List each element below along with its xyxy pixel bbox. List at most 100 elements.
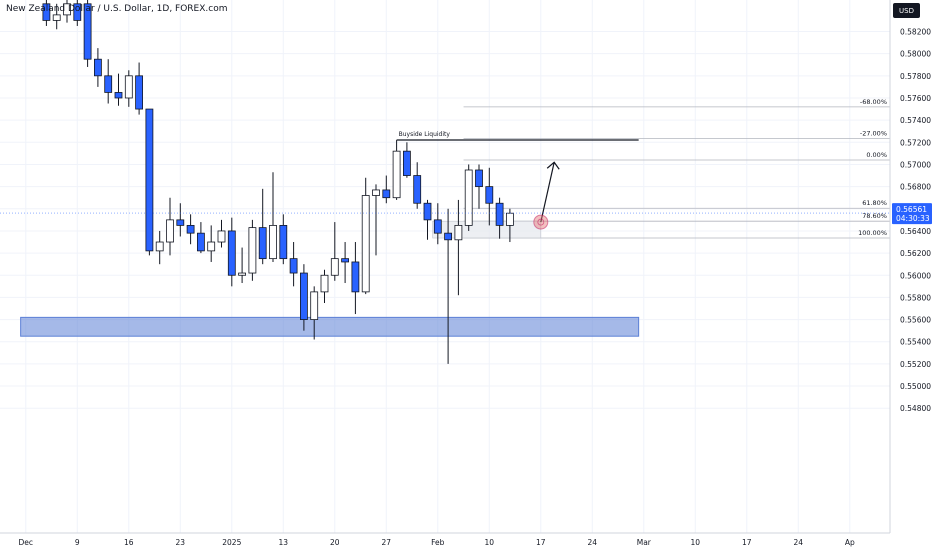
candle-body — [166, 219, 174, 243]
candle-body — [124, 75, 133, 99]
candle — [423, 199, 432, 240]
candle-body — [279, 224, 288, 260]
candle-body — [310, 291, 319, 320]
candle-body — [485, 186, 494, 204]
price-tick-label: 0.55200 — [900, 360, 931, 369]
candle-body — [73, 3, 82, 21]
entry-marker — [533, 214, 549, 230]
candle-body — [475, 169, 483, 188]
candle — [114, 73, 123, 106]
candle — [94, 48, 102, 87]
time-tick-label: Dec — [19, 538, 34, 547]
candle — [269, 172, 277, 262]
candle — [83, 0, 92, 67]
candle-body — [464, 169, 473, 226]
buyside-liquidity-label: Buyside Liquidity — [399, 131, 451, 138]
price-tick-label: 0.55600 — [900, 316, 931, 325]
candle — [372, 184, 380, 256]
price-tick-label: 0.57600 — [900, 94, 931, 103]
time-tick-label: 23 — [176, 538, 186, 547]
candle — [433, 203, 442, 245]
time-tick-label: 24 — [588, 538, 598, 547]
candle — [155, 230, 164, 265]
time-tick-label: 27 — [382, 538, 392, 547]
candle-body — [207, 241, 216, 252]
price-tick-label: 0.57800 — [900, 72, 931, 81]
candle-body — [52, 14, 61, 21]
time-tick-label: 13 — [279, 538, 289, 547]
time-tick-label: Mar — [637, 538, 652, 547]
candle — [413, 162, 422, 209]
candle-body — [217, 230, 226, 243]
time-tick-label: Feb — [431, 538, 445, 547]
current-price-value: 0.56561 — [896, 205, 927, 214]
time-tick-label: 9 — [75, 538, 80, 547]
candle — [279, 214, 288, 265]
candle-body — [330, 258, 339, 276]
price-tick-label: 0.55400 — [900, 338, 931, 347]
candle-body — [392, 150, 401, 199]
candle-body — [42, 3, 51, 21]
candle — [124, 70, 133, 107]
price-tick-label: 0.54800 — [900, 404, 931, 413]
candle-body — [402, 150, 411, 176]
candle — [258, 188, 267, 265]
candle-body — [104, 75, 113, 93]
candle-body — [444, 232, 453, 241]
candle — [186, 214, 195, 245]
candle-body — [176, 219, 185, 226]
candle-body — [186, 224, 195, 234]
price-tick-label: 0.56800 — [900, 183, 931, 192]
candle — [392, 140, 401, 200]
time-tick-label: 10 — [691, 538, 701, 547]
time-axis[interactable]: Dec 9 16 23 2025 13 20 27 Feb 10 17 24 Mar 10 17 24 Ap — [0, 532, 890, 547]
price-tick-label: 0.57400 — [900, 116, 931, 125]
time-tick-label: 2025 — [222, 538, 241, 547]
entry-marker-inner — [537, 218, 545, 226]
candle — [63, 0, 71, 23]
fib-level-label: -27.00% — [860, 130, 887, 138]
candle-body — [299, 272, 308, 320]
projection-arrow-shaft — [540, 162, 555, 223]
candle — [382, 175, 391, 204]
time-tick-label: 16 — [124, 538, 134, 547]
time-tick-label: 24 — [794, 538, 804, 547]
candle-body — [289, 258, 298, 274]
candle — [217, 219, 226, 248]
candle — [135, 62, 144, 115]
projection-arrow-head — [546, 161, 560, 170]
price-axis[interactable]: 0.58200 0.58000 0.57800 0.57600 0.57400 0.572… — [889, 0, 932, 533]
candle — [42, 0, 51, 26]
candle — [176, 203, 185, 237]
price-tick-label: 0.55800 — [900, 293, 931, 302]
candle — [52, 3, 61, 30]
candle-body — [227, 230, 236, 276]
candle — [196, 222, 205, 254]
grid-lines — [0, 0, 890, 533]
candle-body — [382, 189, 391, 199]
candle — [104, 59, 113, 104]
fib-level-label: 100.00% — [858, 229, 887, 237]
candle — [238, 247, 247, 284]
price-tick-label: 0.56000 — [900, 271, 931, 280]
candle-body — [505, 212, 514, 226]
time-tick-label: 17 — [536, 538, 546, 547]
candle — [289, 242, 298, 287]
candle-body — [341, 258, 350, 263]
price-tick-label: 0.55000 — [900, 382, 931, 391]
price-tick-label: 0.58200 — [900, 28, 931, 37]
candle-body — [258, 227, 267, 260]
candle — [320, 269, 329, 303]
candle-body — [454, 224, 463, 241]
symbol-title: New Zealand Dollar / U.S. Dollar, 1D, FO… — [6, 4, 228, 14]
candle-body — [351, 261, 360, 293]
currency-button[interactable]: USD — [893, 3, 920, 18]
candle — [73, 0, 82, 26]
time-tick-label: 10 — [485, 538, 495, 547]
candle — [505, 208, 514, 243]
candle — [341, 242, 350, 284]
candle-body — [248, 227, 257, 274]
candle — [330, 222, 339, 281]
candle-body — [372, 189, 380, 196]
